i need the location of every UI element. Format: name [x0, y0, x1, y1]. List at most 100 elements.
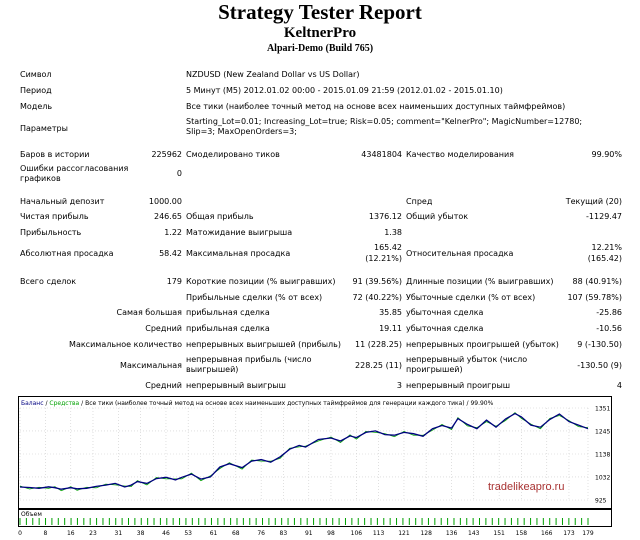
volume-bar [140, 518, 142, 525]
average-loss-value: -10.56 [596, 324, 622, 333]
deposit-value: 1000.00 [148, 197, 182, 206]
x-tick-label: 113 [373, 530, 385, 537]
legend-equity: Средства [49, 400, 79, 407]
pf-label: Прибыльность [20, 228, 82, 237]
server-name: Alpari-Demo (Build 765) [266, 43, 374, 54]
spread-label: Спред [406, 197, 433, 206]
volume-bar [32, 518, 34, 525]
period-label: Период [20, 86, 52, 95]
pf-value: 1.22 [164, 228, 182, 237]
profit-trades-value: 72 (40.22%) [352, 293, 402, 302]
x-tick-label: 8 [43, 530, 47, 537]
volume-bar [453, 518, 455, 525]
volume-bar [364, 518, 366, 525]
x-tick-label: 158 [516, 530, 528, 537]
volume-bar [536, 518, 538, 525]
avg-cons-wins-label: непрерывный выигрыш [186, 381, 286, 390]
volume-bar [504, 518, 506, 525]
short-label: Короткие позиции (% выигравших) [186, 277, 336, 286]
volume-bar [25, 518, 27, 525]
volume-bar [89, 518, 91, 525]
volume-bar [370, 518, 372, 525]
errors-label: Ошибки рассогласования графиков [20, 164, 129, 183]
volume-bar [472, 518, 474, 525]
volume-bar [191, 518, 193, 525]
maximal-profit-label: непрерывная прибыль (число выигрышей) [186, 355, 312, 374]
volume-bar [510, 518, 512, 525]
volume-bar [204, 518, 206, 525]
volume-bar [440, 518, 442, 525]
volume-bar [76, 518, 78, 525]
x-tick-label: 128 [420, 530, 432, 537]
params-label: Параметры [20, 124, 68, 133]
volume-bar [555, 518, 557, 525]
volume-bar [383, 518, 385, 525]
errors-value: 0 [176, 169, 182, 178]
max-count-label: Максимальное количество [69, 340, 182, 349]
volume-label: Объем [21, 511, 42, 518]
volume-bar [179, 518, 181, 525]
volume-bar [530, 518, 532, 525]
volume-bar [581, 518, 583, 525]
volume-bar [396, 518, 398, 525]
maximal-profit-value: 228.25 (11) [355, 361, 402, 370]
short-value: 91 (39.56%) [352, 277, 402, 286]
net-value: 246.65 [154, 212, 182, 221]
profit-trades-label: Прибыльные сделки (% от всех) [186, 293, 323, 302]
volume-bar [434, 518, 436, 525]
x-tick-label: 38 [137, 530, 145, 537]
volume-bar [45, 518, 47, 525]
x-tick-label: 136 [446, 530, 458, 537]
maximal-loss-label: непрерывный убыток (число проигрышей) [406, 355, 528, 374]
model-value: Все тики (наиболее точный метод на основ… [186, 102, 566, 111]
x-tick-label: 91 [305, 530, 313, 537]
trades-label: Всего сделок [20, 277, 77, 286]
volume-bar [127, 518, 129, 525]
volume-bar [210, 518, 212, 525]
max-count-wins-value: 11 (228.25) [355, 340, 402, 349]
volume-bar [466, 518, 468, 525]
payoff-value: 1.38 [384, 228, 402, 237]
x-tick-label: 179 [582, 530, 594, 537]
max-dd-label: Максимальная просадка [186, 249, 291, 258]
volume-bar [523, 518, 525, 525]
volume-bar [293, 518, 295, 525]
largest-loss-label: убыточная сделка [406, 308, 484, 317]
volume-bar [549, 518, 551, 525]
max-count-losses-label: непрерывных проигрышей (убыток) [406, 340, 559, 349]
model-label: Модель [20, 102, 53, 111]
params-value: Starting_Lot=0.01; Increasing_Lot=true; … [186, 117, 583, 136]
loss-trades-value: 107 (59.78%) [567, 293, 622, 302]
volume-bar [542, 518, 544, 525]
volume-bar [427, 518, 429, 525]
volume-bar [319, 518, 321, 525]
max-count-losses-value: 9 (-130.50) [577, 340, 622, 349]
x-tick-label: 143 [468, 530, 480, 537]
volume-bar [255, 518, 257, 525]
volume-bar [491, 518, 493, 525]
volume-bar [274, 518, 276, 525]
rel-dd-label: Относительная просадка [406, 249, 514, 258]
watermark: tradelikeapro.ru [488, 481, 564, 493]
volume-bar [498, 518, 500, 525]
max-dd-value2: (12.21%) [365, 254, 402, 263]
loss-trades-label: Убыточные сделки (% от всех) [406, 293, 536, 302]
deposit-label: Начальный депозит [20, 197, 105, 206]
volume-bar [249, 518, 251, 525]
x-tick-label: 98 [327, 530, 335, 537]
max-count-wins-label: непрерывных выигрышей (прибыль) [186, 340, 341, 349]
volume-bar [459, 518, 461, 525]
volume-bar [166, 518, 168, 525]
volume-bar [415, 518, 417, 525]
volume-bar [217, 518, 219, 525]
y-tick-label: 1245 [595, 428, 610, 435]
ticks-label: Смоделировано тиков [186, 150, 280, 159]
volume-bar [485, 518, 487, 525]
x-tick-label: 68 [232, 530, 240, 537]
abs-dd-value: 58.42 [159, 249, 182, 258]
x-tick-label: 166 [541, 530, 553, 537]
volume-bar [479, 518, 481, 525]
spread-value: Текущий (20) [565, 197, 622, 206]
gross-profit-label: Общая прибыль [186, 212, 254, 221]
volume-bar [223, 518, 225, 525]
